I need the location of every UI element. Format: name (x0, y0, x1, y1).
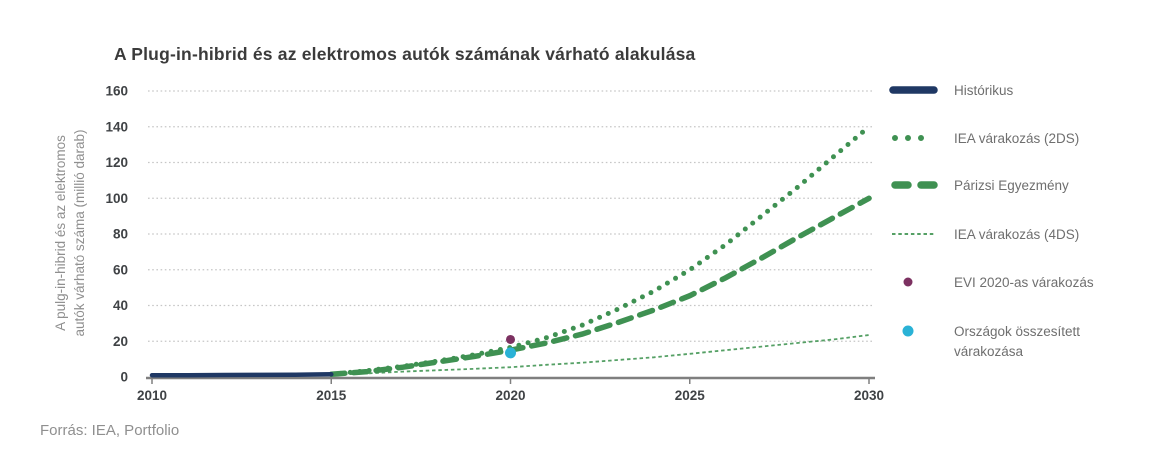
legend-item-iea-2ds: IEA várakozás (2DS) (888, 128, 1079, 149)
legend-item-orszagok: Országok összesített várakozása (888, 321, 1133, 362)
y-tick-label: 40 (113, 298, 128, 313)
legend-label: IEA várakozás (2DS) (954, 130, 1080, 146)
data-point (506, 334, 515, 344)
dashed-line-swatch-icon (891, 181, 938, 189)
legend-label: EVI 2020-as várakozás (954, 274, 1094, 290)
legend-dot (902, 325, 914, 337)
chart-title: A Plug-in-hibrid és az elektromos autók … (114, 44, 696, 64)
dot-swatch-icon (902, 325, 914, 337)
legend-dot (903, 277, 913, 287)
y-tick-label: 120 (105, 155, 128, 170)
series-line-thin-dashed (331, 334, 870, 376)
legend-item-parizsi: Párizsi Egyezmény (888, 175, 1069, 196)
y-tick-label: 160 (105, 84, 128, 99)
y-tick-label: 100 (105, 191, 128, 206)
solid-line-swatch-icon (889, 86, 938, 94)
legend-label: Párizsi Egyezmény (954, 177, 1069, 193)
y-tick-label: 60 (113, 262, 128, 277)
dotted-line-swatch-icon (892, 135, 937, 141)
x-tick-label: 2020 (495, 388, 525, 403)
legend-label: IEA várakozás (4DS) (954, 226, 1080, 242)
legend-item-evi: EVI 2020-as várakozás (888, 272, 1094, 293)
legend-label: Histórikus (954, 82, 1014, 98)
x-tick-label: 2025 (675, 388, 706, 403)
thin-dashed-line-swatch-icon (892, 233, 934, 235)
x-tick-label: 2015 (316, 388, 347, 403)
data-point (505, 347, 516, 359)
y-tick-label: 0 (120, 370, 128, 385)
legend-label: Országok összesített várakozása (954, 323, 1081, 359)
y-tick-label: 20 (113, 334, 128, 349)
x-tick-label: 2010 (137, 388, 167, 403)
y-tick-label: 140 (105, 119, 128, 134)
dot-swatch-icon (903, 277, 913, 287)
chart-legend: Histórikus IEA várakozás (2DS) Párizsi E… (888, 0, 1149, 455)
series-line-dotted (328, 124, 872, 377)
legend-item-historikus: Histórikus (888, 80, 1013, 101)
source-text: Forrás: IEA, Portfolio (40, 422, 180, 439)
series-line-solid (149, 372, 334, 378)
legend-item-iea-4ds: IEA várakozás (4DS) (888, 224, 1079, 245)
series-line-dashed (328, 195, 872, 378)
y-tick-label: 80 (113, 227, 128, 242)
x-tick-label: 2030 (854, 388, 884, 403)
